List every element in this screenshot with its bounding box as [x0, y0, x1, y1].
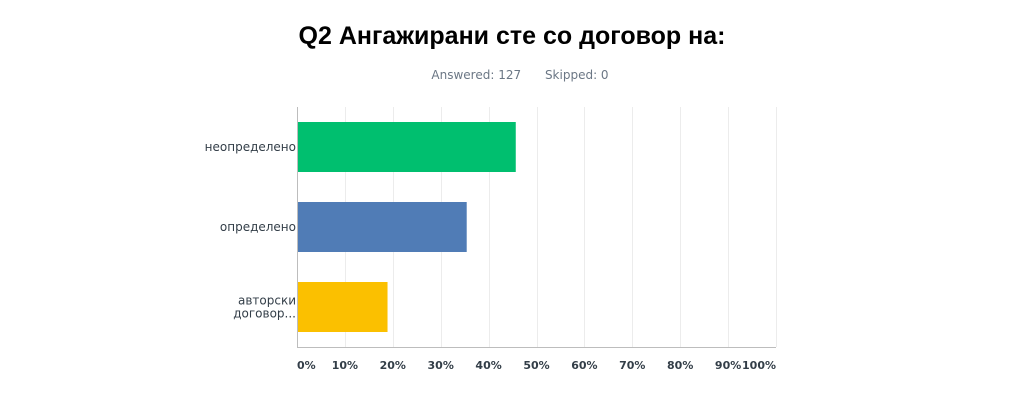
- x-tick-label: 70%: [619, 359, 645, 372]
- answered-count: Answered: 127: [431, 68, 522, 82]
- bar-3: [297, 282, 388, 332]
- x-tick-label: 40%: [475, 359, 501, 372]
- x-tick-label: 60%: [571, 359, 597, 372]
- axes: [297, 107, 776, 348]
- category-label: неопределено: [205, 140, 296, 154]
- x-tick-label: 90%: [715, 359, 741, 372]
- bar-2: [297, 202, 467, 252]
- bar-1: [297, 122, 516, 172]
- x-tick-label: 80%: [667, 359, 693, 372]
- category-label: авторски: [238, 294, 296, 308]
- x-tick-label: 30%: [428, 359, 454, 372]
- bars: [297, 122, 516, 332]
- response-stats: Answered: 127 Skipped: 0: [0, 68, 1024, 82]
- x-tick-label: 0%: [297, 359, 316, 372]
- x-tick-labels: 0% 10% 20% 30% 40% 50% 60% 70% 80% 90% 100%: [297, 359, 776, 372]
- chart-title: Q2 Ангажирани сте со договор на:: [298, 22, 726, 50]
- category-labels: неопределено определено авторскидоговор...: [205, 140, 296, 321]
- x-tick-label: 50%: [523, 359, 549, 372]
- category-label: определено: [220, 220, 296, 234]
- skipped-count: Skipped: 0: [544, 68, 609, 82]
- x-tick-label: 10%: [332, 359, 358, 372]
- x-tick-label: 20%: [380, 359, 406, 372]
- category-label: договор...: [233, 307, 296, 321]
- x-tick-label: 100%: [742, 359, 776, 372]
